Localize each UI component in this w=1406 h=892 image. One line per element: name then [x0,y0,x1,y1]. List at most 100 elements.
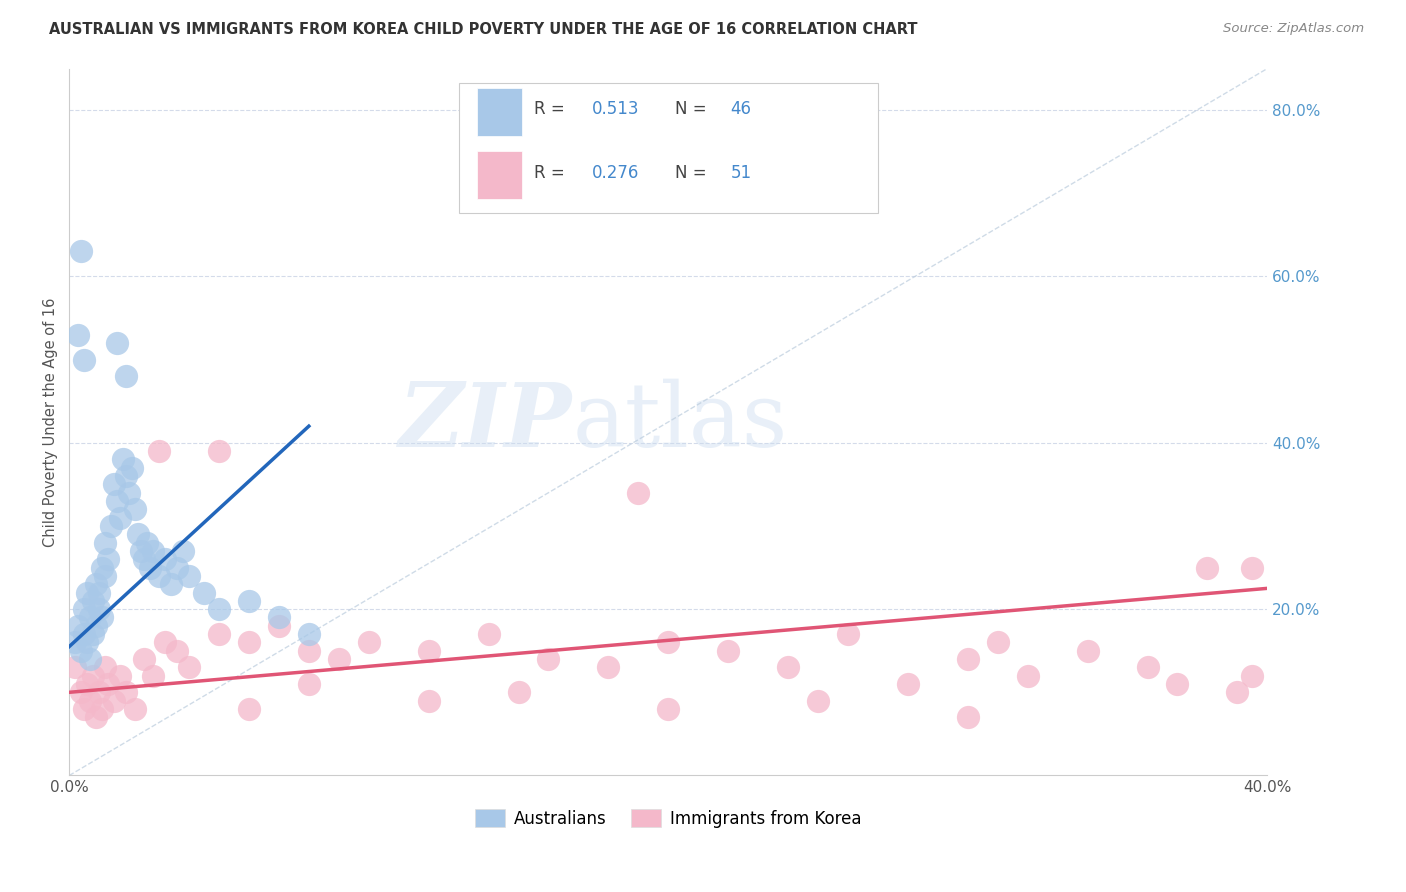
Point [76,635,98,649]
Point [91,610,114,624]
Text: AUSTRALIAN VS IMMIGRANTS FROM KOREA CHILD POVERTY UNDER THE AGE OF 16 CORRELATIO: AUSTRALIAN VS IMMIGRANTS FROM KOREA CHIL… [49,22,918,37]
Point [1136,660,1159,674]
Point [70,685,93,699]
Point [132,552,155,566]
Point [84,577,107,591]
Point [73,627,96,641]
Point [153,635,176,649]
Point [328,652,350,666]
Point [298,627,321,641]
Point [65,660,87,674]
Text: Source: ZipAtlas.com: Source: ZipAtlas.com [1223,22,1364,36]
Point [108,668,131,682]
Point [1017,668,1039,682]
Point [82,594,104,608]
Legend: Australians, Immigrants from Korea: Australians, Immigrants from Korea [468,803,868,834]
Point [127,527,149,541]
Point [1077,644,1099,658]
Point [298,677,321,691]
Point [1241,560,1264,574]
Point [73,702,96,716]
Point [103,693,125,707]
Point [166,644,188,658]
Point [418,693,440,707]
Point [208,627,231,641]
Point [89,602,111,616]
Point [627,485,650,500]
Point [70,644,93,658]
Point [142,668,165,682]
Point [418,644,440,658]
Point [238,594,260,608]
Point [124,702,146,716]
Point [537,652,560,666]
Point [79,652,101,666]
Point [267,610,290,624]
Point [208,444,231,458]
Point [778,660,800,674]
Point [139,560,162,574]
Point [91,560,114,574]
Point [105,336,128,351]
Text: 0.276: 0.276 [592,164,638,182]
Point [132,652,155,666]
Point [166,560,188,574]
Text: N =: N = [675,100,713,119]
Point [115,469,138,483]
Point [238,702,260,716]
Point [105,494,128,508]
Point [267,619,290,633]
Text: R =: R = [534,100,569,119]
Point [79,610,101,624]
Point [657,702,679,716]
Text: 51: 51 [731,164,752,182]
Point [238,635,260,649]
FancyBboxPatch shape [458,83,877,213]
Point [837,627,859,641]
Point [956,710,979,724]
Point [1226,685,1249,699]
Point [897,677,920,691]
Bar [477,152,522,199]
Point [508,685,530,699]
Point [1197,560,1219,574]
Point [73,352,96,367]
Point [108,510,131,524]
Point [89,585,111,599]
Point [148,569,170,583]
Point [160,577,183,591]
Point [177,660,200,674]
Point [94,660,117,674]
Text: ZIP: ZIP [399,379,572,466]
Point [73,602,96,616]
Point [807,693,830,707]
Point [76,585,98,599]
Point [115,685,138,699]
Bar [477,87,522,136]
Point [657,635,679,649]
Point [956,652,979,666]
Point [94,535,117,549]
Text: 46: 46 [731,100,752,119]
Point [100,519,122,533]
Point [103,477,125,491]
Point [598,660,620,674]
Text: atlas: atlas [572,378,787,466]
Point [1166,677,1188,691]
Point [67,619,90,633]
Point [82,627,104,641]
Point [121,460,143,475]
Point [82,668,104,682]
Point [84,710,107,724]
Point [89,685,111,699]
Text: N =: N = [675,164,713,182]
Point [1241,668,1264,682]
Point [177,569,200,583]
Point [91,702,114,716]
Point [67,327,90,342]
Point [477,627,499,641]
Point [142,544,165,558]
Point [94,569,117,583]
Point [112,452,135,467]
Point [84,619,107,633]
